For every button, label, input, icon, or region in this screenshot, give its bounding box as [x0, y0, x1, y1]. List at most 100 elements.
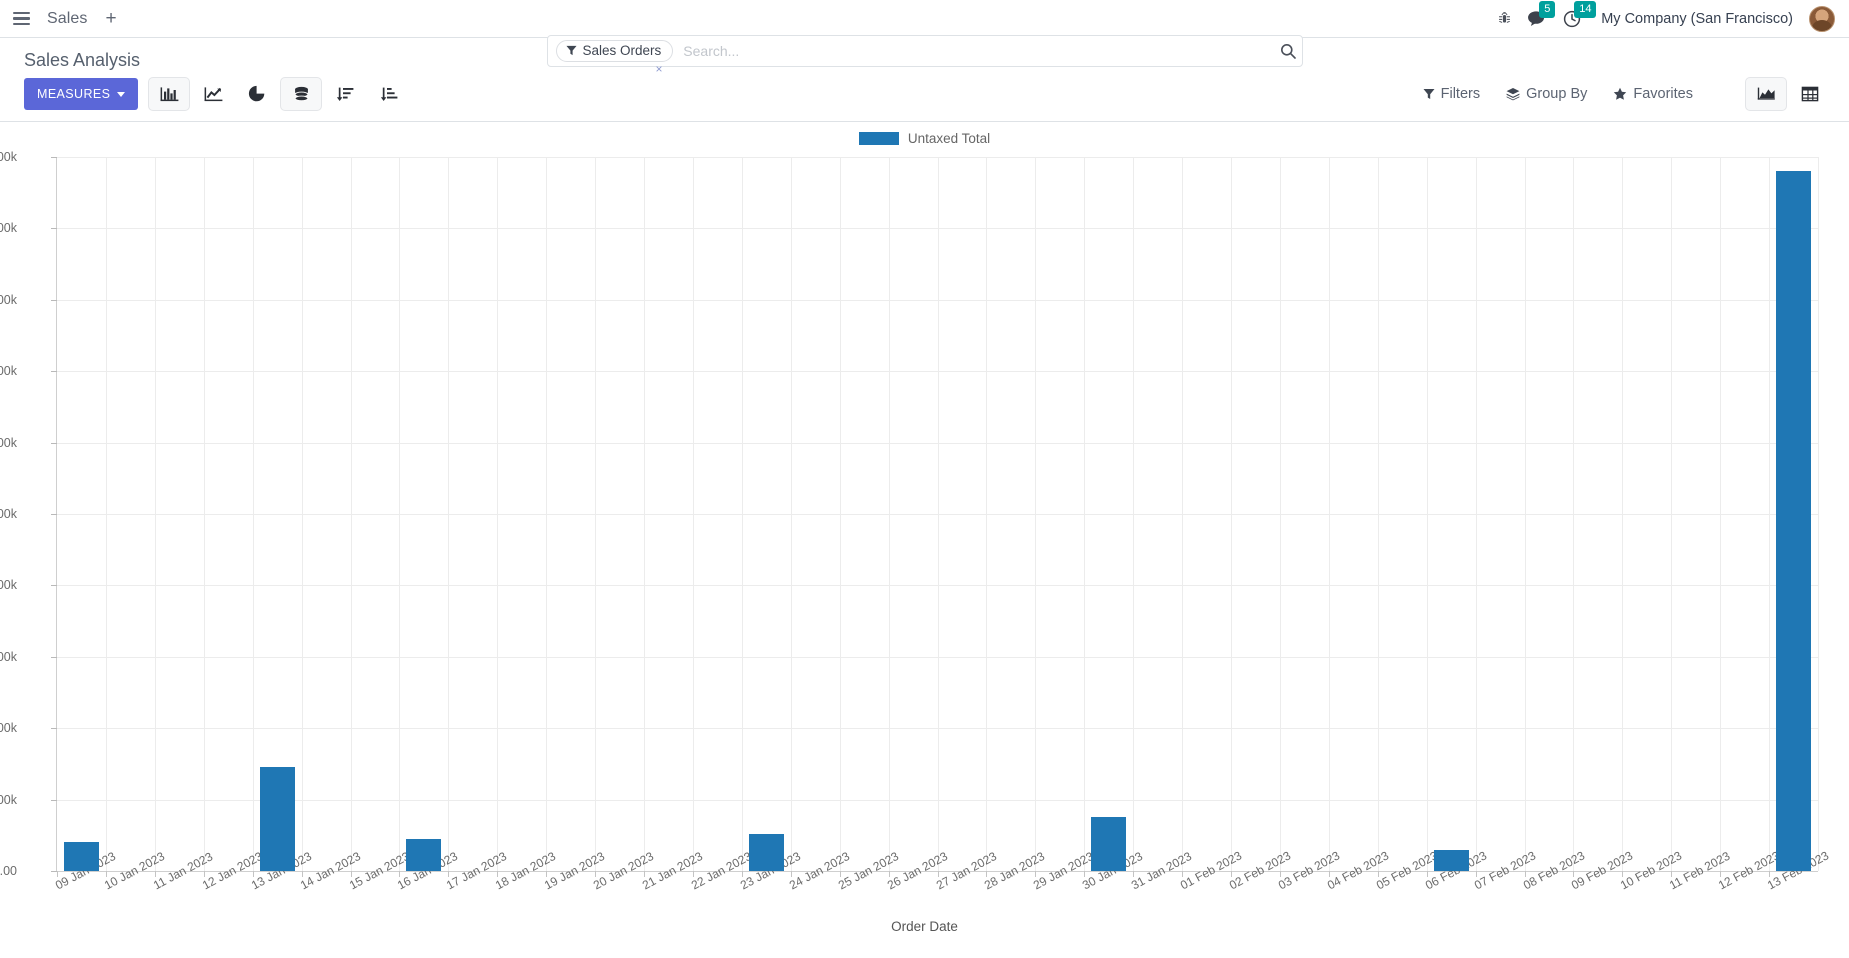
new-tab-button[interactable]: + [105, 8, 117, 29]
gridline-vertical [839, 157, 841, 871]
filter-icon [565, 45, 577, 56]
user-avatar[interactable] [1809, 5, 1835, 32]
control-panel: Sales Analysis Sales Orders × MEASURES [0, 35, 1849, 122]
clock-activities-icon[interactable]: 14 [1563, 0, 1597, 28]
sort-descending-icon [336, 87, 354, 101]
y-axis-tick-mark [51, 728, 57, 730]
control-panel-row: Sales Orders × MEASURES [16, 35, 1833, 111]
gridline-vertical [252, 157, 254, 871]
gridline-vertical [1035, 157, 1037, 871]
chart-bar[interactable] [748, 833, 784, 871]
gridline-vertical [1328, 157, 1330, 871]
x-axis-tick-mark [1084, 871, 1086, 877]
group-by-label: Group By [1526, 86, 1588, 102]
legend-swatch [858, 132, 899, 145]
graph-view-button[interactable] [1745, 77, 1787, 111]
gridline-vertical [790, 157, 792, 871]
search-facet-remove[interactable]: × [655, 62, 663, 76]
gridline-vertical [1720, 157, 1722, 871]
star-icon [1614, 87, 1627, 100]
gridline-vertical [1377, 157, 1379, 871]
gridline-vertical [1671, 157, 1673, 871]
gridline-vertical [986, 157, 988, 871]
chart-bar[interactable] [259, 767, 295, 871]
chevron-down-icon [117, 91, 126, 97]
gridline-vertical [595, 157, 597, 871]
line-chart-icon [204, 87, 223, 102]
chart-controls: MEASURES [16, 77, 410, 111]
gridline-vertical [741, 157, 743, 871]
measures-button[interactable]: MEASURES [24, 78, 139, 110]
company-switcher[interactable]: My Company (San Francisco) [1601, 10, 1793, 27]
x-axis-tick-mark [105, 871, 107, 877]
line-chart-button[interactable] [192, 77, 234, 111]
x-axis-tick-mark [399, 871, 401, 877]
x-axis-tick-mark [1279, 871, 1281, 877]
x-axis-tick-mark [692, 871, 694, 877]
x-axis-tick-mark [1720, 871, 1722, 877]
search-icon[interactable] [1274, 43, 1296, 59]
y-axis-tick-label: 14.00k [0, 364, 17, 379]
navbar-right: 5 14 My Company (San Francisco) [1497, 0, 1839, 32]
search-bar[interactable]: Sales Orders × [546, 35, 1303, 75]
y-axis-tick-mark [51, 157, 57, 158]
gridline-vertical [1818, 157, 1819, 871]
gridline-vertical [399, 157, 401, 871]
legend-label: Untaxed Total [907, 131, 991, 146]
page-title: Sales Analysis [24, 50, 141, 70]
hamburger-menu-icon[interactable] [10, 10, 33, 27]
chart-bar[interactable] [406, 838, 442, 871]
x-axis-tick-mark [790, 871, 792, 877]
messages-count-badge: 5 [1539, 1, 1556, 18]
chart-bar[interactable] [1433, 849, 1469, 871]
y-axis-tick-label: 10.00k [0, 507, 17, 521]
x-axis-tick-mark [1231, 871, 1232, 877]
x-axis-tick-mark [1769, 871, 1771, 877]
gridline-vertical [105, 157, 107, 871]
x-axis-tick-mark [1377, 871, 1379, 877]
measures-button-label: MEASURES [37, 87, 111, 101]
chart-bar[interactable] [1775, 171, 1812, 871]
search-facet-sales-orders[interactable]: Sales Orders [555, 40, 674, 62]
gridline-vertical [497, 157, 499, 871]
x-axis-tick-mark [888, 871, 890, 877]
chart-bar[interactable] [63, 842, 100, 871]
sort-ascending-button[interactable] [368, 77, 410, 111]
filter-icon [1423, 89, 1435, 99]
x-axis-tick-mark [1622, 871, 1624, 877]
activities-count-badge: 14 [1574, 0, 1597, 18]
x-axis-tick-mark [350, 871, 352, 877]
filters-dropdown[interactable]: Filters [1423, 86, 1480, 102]
gridline-vertical [644, 157, 645, 871]
bar-chart-button[interactable] [148, 77, 191, 111]
gridline-vertical [1524, 157, 1526, 871]
gridline-vertical [1426, 157, 1428, 871]
breadcrumb: Sales Analysis [16, 38, 1833, 77]
x-axis-tick-mark [644, 871, 645, 877]
stacked-button[interactable] [280, 77, 323, 111]
x-axis-tick-mark [448, 871, 450, 877]
messages-icon[interactable]: 5 [1528, 1, 1556, 27]
x-axis-tick-mark [741, 871, 743, 877]
pie-chart-button[interactable] [236, 77, 278, 111]
gridline-vertical [203, 157, 205, 871]
chart-plot-area[interactable]: 0.00 2.00k 4.00k 6.00k 8.00k 10.00k 12.00k 14.0… [0, 150, 1831, 892]
filters-label: Filters [1440, 86, 1481, 102]
y-axis-tick-label: 4.00k [0, 721, 17, 736]
favorites-label: Favorites [1633, 86, 1693, 102]
sort-descending-button[interactable] [324, 77, 366, 111]
group-by-dropdown[interactable]: Group By [1506, 86, 1587, 102]
favorites-dropdown[interactable]: Favorites [1613, 86, 1693, 102]
pivot-view-icon [1801, 86, 1819, 102]
chart-bar[interactable] [1091, 817, 1127, 871]
search-input[interactable] [673, 43, 1274, 59]
pivot-view-button[interactable] [1789, 77, 1831, 111]
y-axis-tick-label: 6.00k [0, 649, 17, 664]
current-app-name[interactable]: Sales [47, 9, 88, 27]
y-axis-tick-label: 12.00k [0, 435, 17, 450]
x-axis-tick-mark [986, 871, 988, 877]
x-axis-tick-mark [546, 871, 548, 877]
x-axis-tick-mark [154, 871, 156, 877]
gridline-vertical [888, 157, 890, 871]
bug-icon[interactable] [1497, 11, 1512, 26]
